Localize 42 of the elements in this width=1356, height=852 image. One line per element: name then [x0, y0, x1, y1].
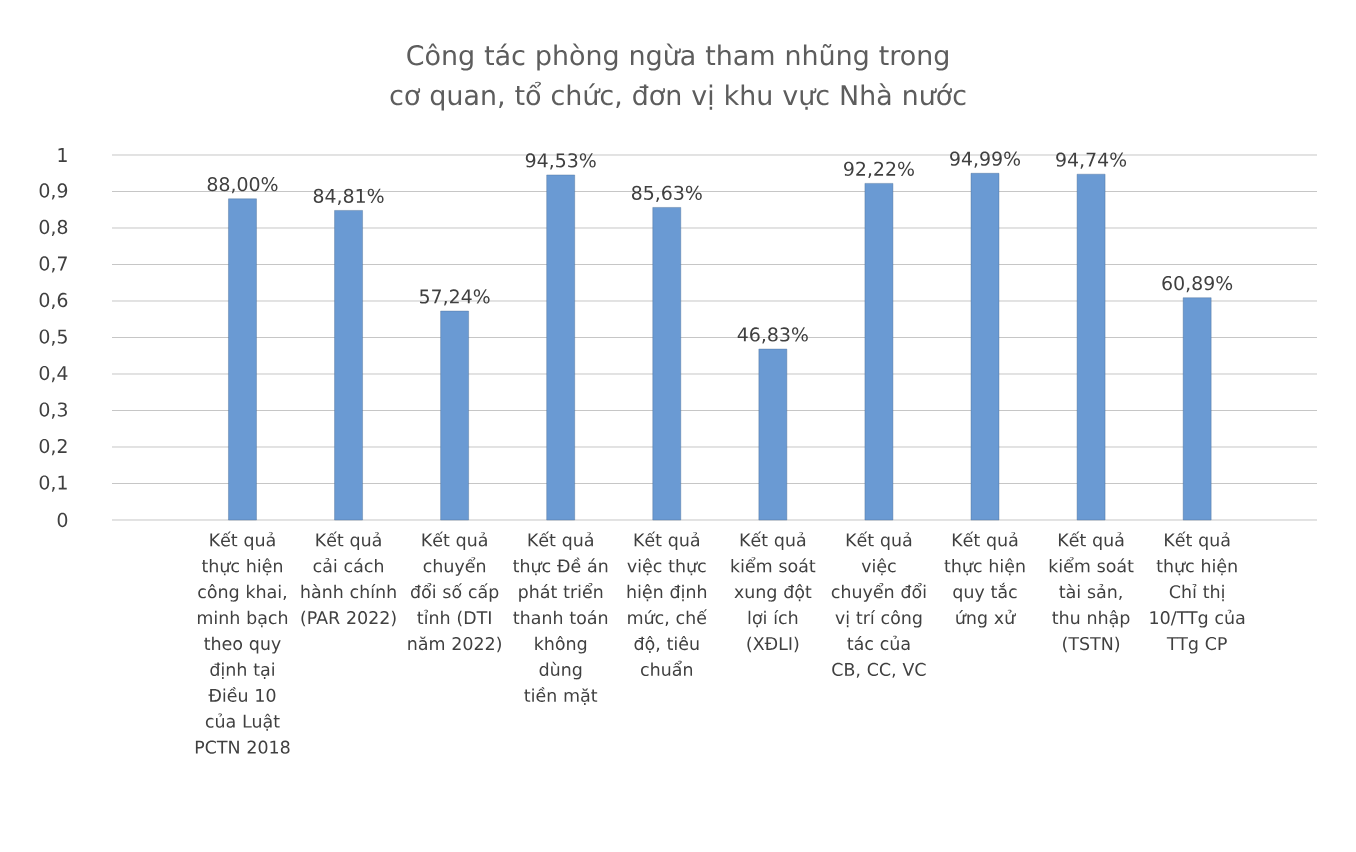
data-label: 57,24% — [419, 289, 490, 306]
y-tick-label: 0,6 — [39, 292, 68, 310]
bar — [334, 210, 363, 521]
bar — [864, 183, 894, 521]
x-tick-label: Kết quả thực hiện Chỉ thị 10/TTg của TTg CP — [1150, 531, 1245, 654]
data-label: 60,89% — [1162, 275, 1233, 293]
y-tick-label: 0,9 — [39, 183, 68, 200]
data-label: 46,83% — [737, 327, 808, 344]
category-label: Kết quả thực hiện công khai, minh bạch theo quy định tại Điều 10 của Luật PCTN 2018 — [195, 531, 290, 754]
y-tick-label: 0,4 — [39, 365, 68, 383]
bar — [758, 348, 788, 521]
y-tick-label: 0,1 — [39, 475, 67, 492]
data-label: 92,22% — [844, 161, 914, 178]
data-label: 88,00% — [207, 177, 278, 194]
bar — [1182, 297, 1212, 521]
x-tick-label: Kết quả việc chuyển đổi vị trí công tác của CB, CC, VC — [831, 531, 926, 678]
y-tick-label: 0 — [57, 512, 68, 528]
x-tick-label: Kết quả kiểm soát xung đột lợi ích (XĐLI) — [731, 531, 816, 653]
x-tick-label: Kết quả kiểm soát tài sản, thu nhập (TSTN) — [1049, 531, 1134, 653]
bar — [1076, 174, 1106, 521]
bar — [970, 173, 1000, 521]
x-tick-label: Kết quả cải cách hành chính (PAR 2022) — [301, 531, 396, 627]
y-tick-label: 0,7 — [39, 256, 67, 273]
bar — [546, 174, 575, 521]
bar — [228, 198, 257, 521]
y-tick-label: 1 — [58, 148, 67, 162]
y-tick-label: 0,2 — [39, 438, 67, 456]
bar — [440, 310, 469, 521]
y-tick-label: 0,3 — [39, 402, 67, 419]
chart-title: Công tác phòng ngừa tham nhũng trong cơ quan, tổ chức, đơn vị khu vực Nhà nước — [390, 43, 966, 111]
data-label: 84,81% — [313, 188, 384, 205]
y-tick-label: 0,5 — [39, 329, 67, 346]
bar — [652, 207, 681, 521]
y-tick-label: 0,8 — [39, 219, 68, 237]
x-tick-label: Kết quả thực hiện quy tắc ứng xử — [944, 531, 1025, 628]
data-label: 94,99% — [950, 151, 1021, 168]
data-label: 94,74% — [1056, 152, 1127, 169]
x-tick-label: Kết quả thực Đề án phát triển thanh toán không dùng tiền mặt — [513, 531, 608, 705]
data-label: 94,53% — [525, 153, 596, 170]
data-label: 85,63% — [631, 185, 702, 202]
x-tick-label: Kết quả chuyển đổi số cấp tỉnh (DTI năm 2022) — [408, 531, 501, 653]
x-tick-label: Kết quả việc thực hiện định mức, chế độ, tiêu chuẩn — [627, 531, 707, 677]
